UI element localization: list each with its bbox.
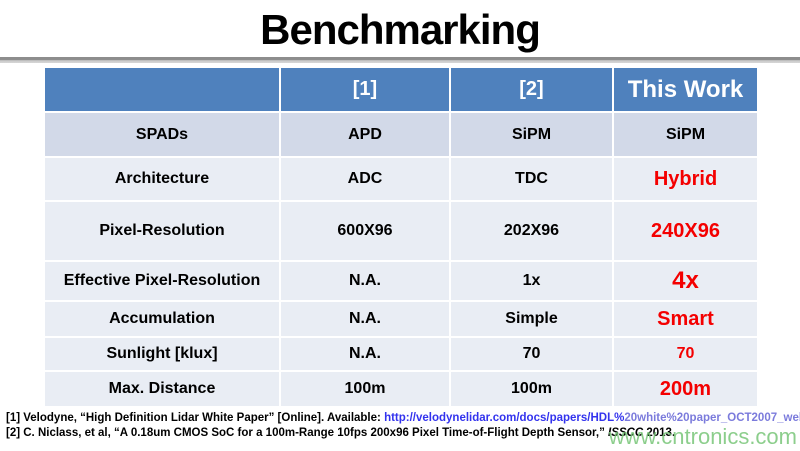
reference-2-venue: ISSCC <box>608 427 644 439</box>
row-label-max-distance: Max. Distance <box>45 372 279 406</box>
table-cell-this-work: 4x <box>614 262 757 300</box>
table-cell: N.A. <box>281 338 449 370</box>
table-cell: SiPM <box>451 113 612 156</box>
table-cell: Simple <box>451 302 612 336</box>
table-cell: 600X96 <box>281 202 449 260</box>
table-cell-this-work: Hybrid <box>614 158 757 200</box>
row-label-spads: SPADs <box>45 113 279 156</box>
header-cell-ref2: [2] <box>451 68 612 111</box>
watermark-cntronics: www.cntronics.com <box>608 424 797 449</box>
title-divider <box>0 57 800 63</box>
reference-2-year: 2013. <box>643 427 676 439</box>
table-cell-this-work: Smart <box>614 302 757 336</box>
table-cell: 1x <box>451 262 612 300</box>
table-cell-this-work: 240X96 <box>614 202 757 260</box>
table-cell-this-work: SiPM <box>614 113 757 156</box>
row-label-sunlight: Sunlight [klux] <box>45 338 279 370</box>
reference-1-link[interactable]: http://velodynelidar.com/docs/papers/HDL… <box>384 412 625 424</box>
row-label-effective-pixel-resolution: Effective Pixel-Resolution <box>45 262 279 300</box>
header-cell-blank <box>45 68 279 111</box>
reference-1: [1] Velodyne, “High Definition Lidar Whi… <box>6 411 800 426</box>
table-cell: 100m <box>451 372 612 406</box>
table-cell: TDC <box>451 158 612 200</box>
table-cell: 100m <box>281 372 449 406</box>
reference-2: [2] C. Niclass, et al, “A 0.18um CMOS So… <box>6 426 798 441</box>
reference-2-text: [2] C. Niclass, et al, “A 0.18um CMOS So… <box>6 427 609 439</box>
row-label-accumulation: Accumulation <box>45 302 279 336</box>
table-cell-this-work: 70 <box>614 338 757 370</box>
table-cell: N.A. <box>281 302 449 336</box>
references: [1] Velodyne, “High Definition Lidar Whi… <box>6 411 800 441</box>
row-label-architecture: Architecture <box>45 158 279 200</box>
table-cell: APD <box>281 113 449 156</box>
row-label-pixel-resolution: Pixel-Resolution <box>45 202 279 260</box>
page-title: Benchmarking <box>260 6 541 53</box>
reference-1-text: [1] Velodyne, “High Definition Lidar Whi… <box>6 412 385 424</box>
header-cell-this-work: This Work <box>614 68 757 111</box>
table-cell: 70 <box>451 338 612 370</box>
benchmark-table: [1] [2] This Work SPADs APD SiPM SiPM Ar… <box>45 68 757 406</box>
table-cell: N.A. <box>281 262 449 300</box>
reference-1-link-tail[interactable]: 20white%20paper_OCT2007_web.pdf <box>624 412 800 424</box>
table-cell: ADC <box>281 158 449 200</box>
header-cell-ref1: [1] <box>281 68 449 111</box>
table-cell-this-work: 200m <box>614 372 757 406</box>
table-cell: 202X96 <box>451 202 612 260</box>
